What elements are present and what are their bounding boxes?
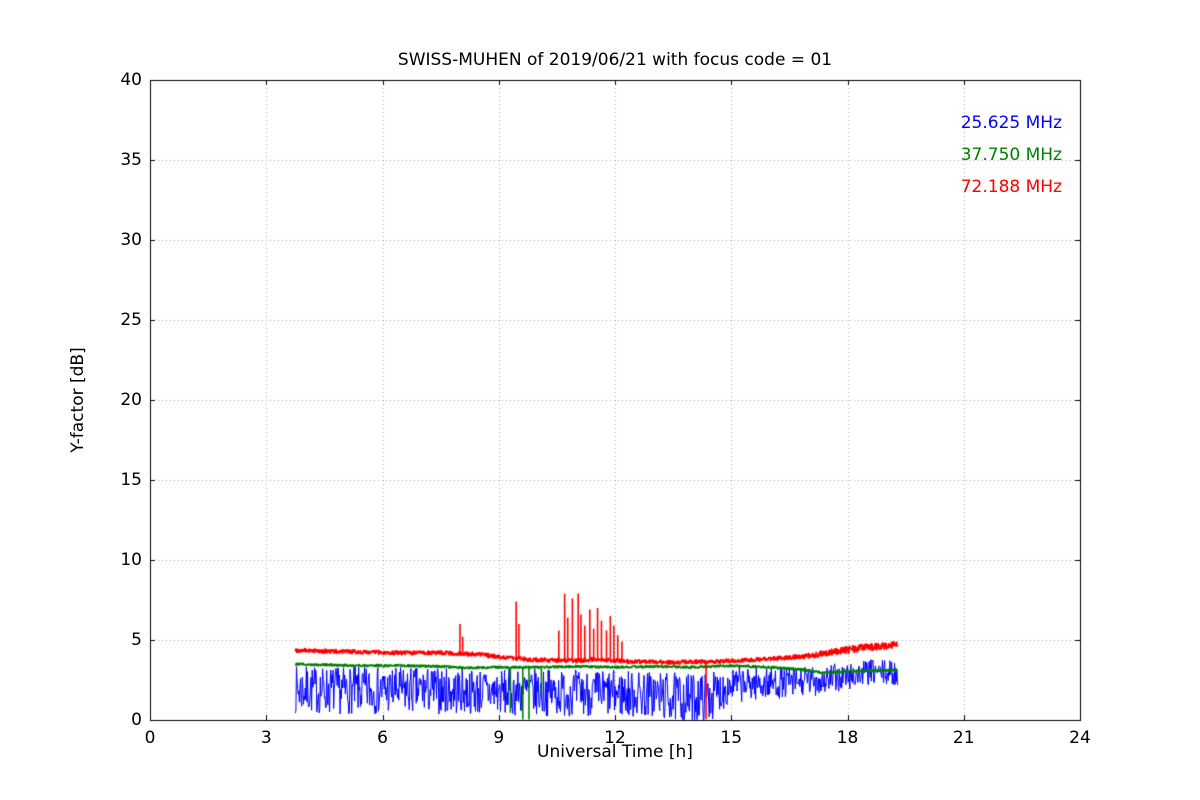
legend-entry: 37.750 MHz <box>960 145 1062 165</box>
y-tick-label: 20 <box>120 390 142 410</box>
y-tick-label: 5 <box>131 630 142 650</box>
y-tick-label: 30 <box>120 230 142 250</box>
legend-entry: 25.625 MHz <box>960 113 1062 133</box>
y-tick-label: 35 <box>120 150 142 170</box>
x-tick-label: 3 <box>260 728 272 748</box>
legend-entry: 72.188 MHz <box>960 177 1062 197</box>
y-tick-label: 0 <box>131 710 142 730</box>
x-tick-label: 12 <box>604 728 626 748</box>
x-tick-label: 18 <box>836 728 859 748</box>
x-tick-label: 15 <box>720 728 743 748</box>
x-tick-label: 21 <box>952 728 975 748</box>
y-tick-label: 10 <box>120 550 142 570</box>
legend: 25.625 MHz 37.750 MHz 72.188 MHz <box>961 107 1062 203</box>
y-tick-label: 40 <box>120 70 142 90</box>
y-axis-label: Y-factor [dB] <box>68 347 88 453</box>
x-axis-label: Universal Time [h] <box>537 742 693 762</box>
x-tick-label: 0 <box>144 728 156 748</box>
chart-title: SWISS-MUHEN of 2019/06/21 with focus cod… <box>397 50 833 70</box>
x-tick-label: 9 <box>493 728 505 748</box>
y-tick-label: 15 <box>120 470 142 490</box>
x-tick-label: 6 <box>377 728 388 748</box>
y-tick-label: 25 <box>120 310 142 330</box>
x-tick-label: 24 <box>1069 728 1091 748</box>
